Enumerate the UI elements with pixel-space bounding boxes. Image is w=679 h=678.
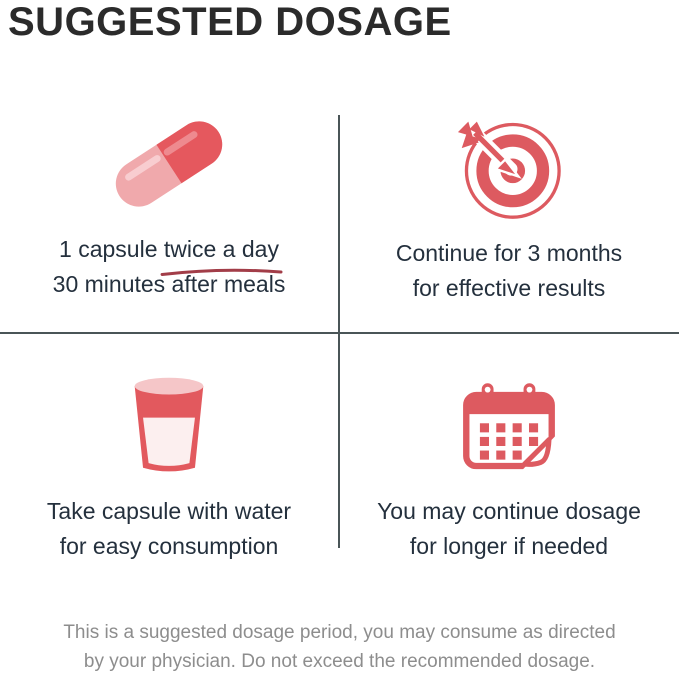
- duration-line2: for effective results: [412, 275, 606, 301]
- page-title: SUGGESTED DOSAGE: [8, 0, 452, 44]
- water-glass-icon: [127, 372, 211, 480]
- capsule-icon: [94, 110, 244, 218]
- continue-line2: for longer if needed: [409, 533, 609, 559]
- water-line1: Take capsule with water: [46, 498, 292, 524]
- target-icon: [452, 114, 566, 222]
- calendar-icon: [459, 372, 559, 480]
- quadrant-dosage-frequency: 1 capsule twice a day 30 minutes after me…: [0, 60, 338, 382]
- disclaimer-line2: by your physician. Do not exceed the rec…: [83, 651, 596, 672]
- water-line2: for easy consumption: [59, 533, 279, 559]
- quadrant-continue-dosage: You may continue dosage for longer if nee…: [340, 334, 678, 598]
- quadrant-text: 1 capsule twice a day 30 minutes after me…: [53, 232, 286, 302]
- continue-line1: You may continue dosage: [377, 498, 641, 524]
- horizontal-divider: [0, 332, 679, 334]
- quadrant-with-water: Take capsule with water for easy consumpt…: [0, 334, 338, 598]
- quadrant-text: Continue for 3 months for effective resul…: [396, 236, 622, 306]
- disclaimer-text: This is a suggested dosage period, you m…: [0, 618, 679, 676]
- duration-line1: Continue for 3 months: [395, 240, 623, 266]
- dosage-line2: 30 minutes after meals: [52, 271, 286, 297]
- dosage-line1-underlined: twice a day: [163, 236, 279, 262]
- quadrant-text: You may continue dosage for longer if nee…: [377, 494, 641, 564]
- disclaimer-line1: This is a suggested dosage period, you m…: [63, 622, 616, 643]
- vertical-divider: [338, 115, 340, 548]
- quadrant-text: Take capsule with water for easy consumpt…: [47, 494, 291, 564]
- red-underline-swoosh: [160, 268, 283, 276]
- quadrant-duration: Continue for 3 months for effective resul…: [340, 60, 678, 386]
- dosage-line1-prefix: 1 capsule: [59, 236, 164, 262]
